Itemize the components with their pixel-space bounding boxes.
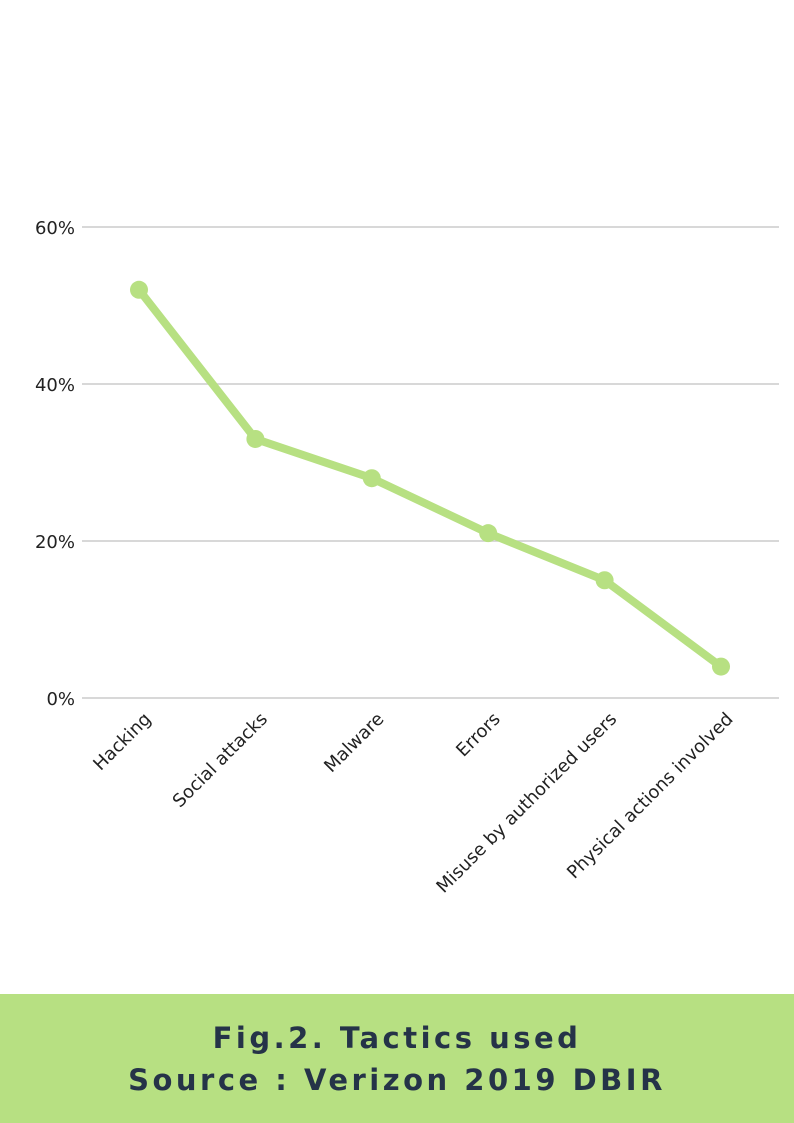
data-point	[479, 524, 498, 543]
series-line	[135, 285, 725, 671]
figure-caption: Fig.2. Tactics used	[212, 1020, 582, 1055]
data-point	[130, 280, 148, 299]
line-chart: 0% 20% 40% 60% Hacking Social attacks Malware…	[35, 218, 779, 898]
y-tick-label: 20%	[35, 532, 75, 553]
y-tick-label: 0%	[46, 689, 75, 710]
x-tick-label: Hacking	[89, 709, 155, 775]
data-point	[362, 469, 381, 488]
data-point	[246, 429, 265, 448]
y-axis-tick-labels: 0% 20% 40% 60%	[35, 218, 75, 710]
x-axis-category-labels: Hacking Social attacks Malware ErrorsMisuse…	[89, 709, 737, 898]
series	[130, 280, 730, 676]
x-tick-label: Social attacks	[169, 709, 272, 812]
y-tick-label: 40%	[35, 375, 75, 396]
data-point	[712, 657, 730, 676]
x-tick-label: Malware	[320, 709, 388, 777]
gridlines	[82, 226, 779, 699]
y-tick-label: 60%	[35, 218, 75, 239]
source-caption: Source : Verizon 2019 DBIR	[128, 1062, 666, 1097]
caption-band: Fig.2. Tactics used Source : Verizon 201…	[0, 994, 794, 1123]
x-tick-label: Errors	[452, 709, 505, 762]
data-point	[595, 571, 614, 590]
